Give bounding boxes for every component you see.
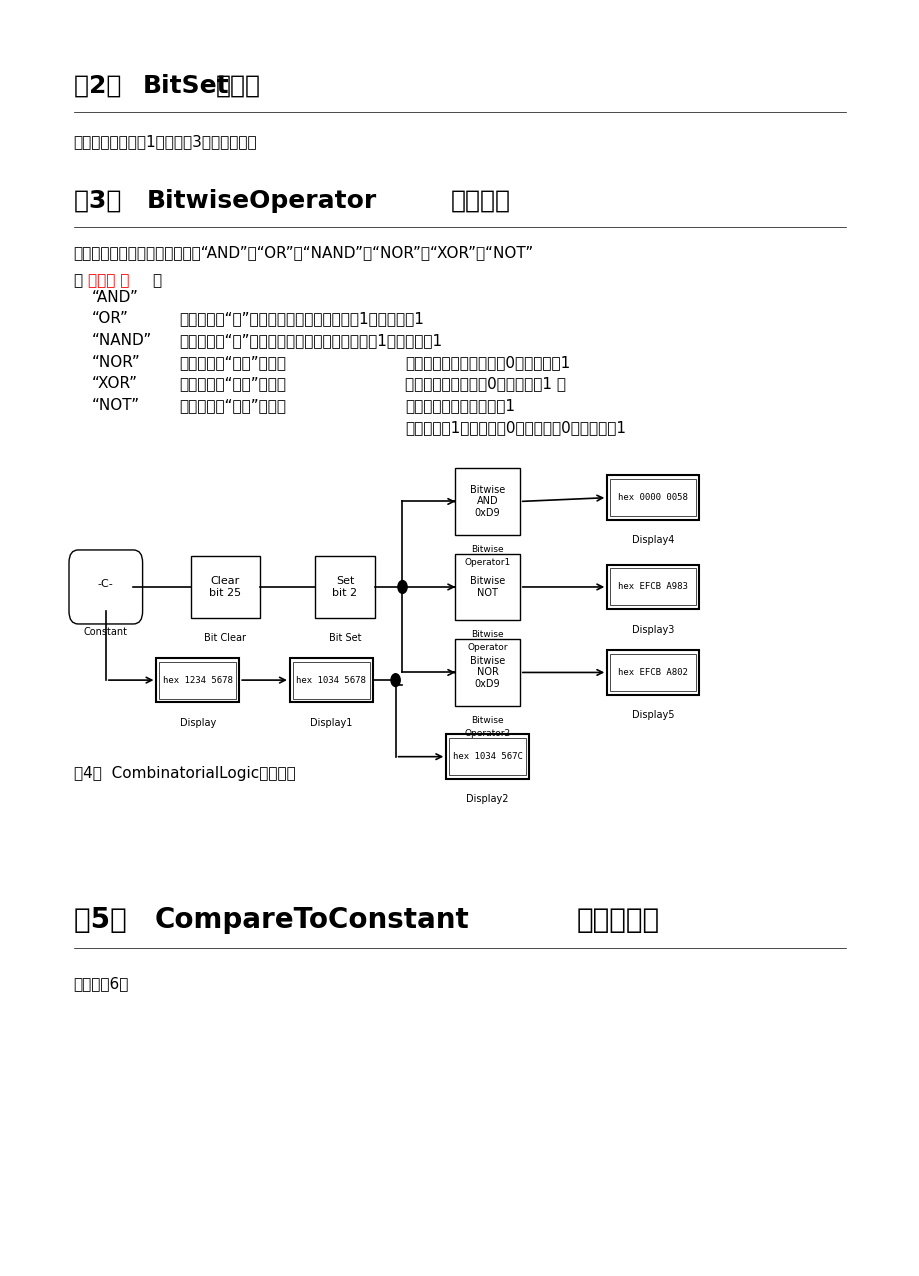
Text: Display3: Display3 <box>631 624 674 634</box>
Text: （4）  CombinatorialLogic组合逻辑: （4） CombinatorialLogic组合逻辑 <box>74 766 295 781</box>
Text: Bitwise
AND
0xD9: Bitwise AND 0xD9 <box>470 485 505 518</box>
Text: “NOT”: “NOT” <box>92 398 140 413</box>
FancyBboxPatch shape <box>609 568 696 605</box>
Text: 即两个输入只要有一个为0，则输出为1: 即两个输入只要有一个为0，则输出为1 <box>404 355 570 370</box>
Text: Set
bit 2: Set bit 2 <box>332 577 357 597</box>
Text: Clear
bit 25: Clear bit 25 <box>210 577 241 597</box>
Text: Display: Display <box>179 717 216 727</box>
Text: “NAND”: “NAND” <box>92 333 152 348</box>
Text: BitwiseOperator: BitwiseOperator <box>147 189 377 213</box>
FancyBboxPatch shape <box>455 468 519 535</box>
FancyBboxPatch shape <box>455 639 519 706</box>
FancyBboxPatch shape <box>289 658 372 702</box>
FancyBboxPatch shape <box>607 564 698 609</box>
Text: （5）: （5） <box>74 906 145 934</box>
FancyBboxPatch shape <box>609 478 696 516</box>
Text: 即两个输入都同时为0，则输出为1 即: 即两个输入都同时为0，则输出为1 即 <box>404 376 565 392</box>
Text: （2）: （2） <box>74 74 139 98</box>
Text: Bit Set: Bit Set <box>328 633 361 643</box>
FancyBboxPatch shape <box>607 651 698 694</box>
Text: 位置位: 位置位 <box>216 74 261 98</box>
FancyBboxPatch shape <box>607 475 698 521</box>
Text: “XOR”: “XOR” <box>92 376 138 392</box>
Text: 输入的数与指定的常数逐位进行“AND”、“OR”、“NAND”、“NOR”、“XOR”和“NOT”: 输入的数与指定的常数逐位进行“AND”、“OR”、“NAND”、“NOR”、“X… <box>74 245 533 260</box>
Text: 等: 等 <box>74 273 83 288</box>
Text: hex 0000 0058: hex 0000 0058 <box>618 493 687 503</box>
Text: Display5: Display5 <box>631 709 674 720</box>
Circle shape <box>391 674 400 686</box>
Text: Display2: Display2 <box>466 794 508 804</box>
Text: Bitwise: Bitwise <box>471 545 504 554</box>
Text: 请参考（6）: 请参考（6） <box>74 976 129 991</box>
Text: 输入的数指定位置1请参考（3）的示例图。: 输入的数指定位置1请参考（3）的示例图。 <box>74 134 257 149</box>
FancyBboxPatch shape <box>159 661 236 699</box>
Text: Display1: Display1 <box>310 717 352 727</box>
FancyBboxPatch shape <box>455 554 519 620</box>
Text: Bitwise: Bitwise <box>471 716 504 725</box>
Text: 。: 。 <box>152 273 161 288</box>
Text: ：逐位进行“异或”运算，: ：逐位进行“异或”运算， <box>179 398 286 413</box>
Text: Operator2: Operator2 <box>464 729 510 738</box>
FancyBboxPatch shape <box>609 655 696 692</box>
Text: hex EFCB A983: hex EFCB A983 <box>618 582 687 592</box>
Text: “NOR”: “NOR” <box>92 355 141 370</box>
Text: hex 1034 567C: hex 1034 567C <box>452 752 522 762</box>
Text: BitSet: BitSet <box>142 74 229 98</box>
Text: “AND”: “AND” <box>92 290 139 305</box>
FancyBboxPatch shape <box>446 735 528 778</box>
Text: 两个输入不同，则输出为1: 两个输入不同，则输出为1 <box>404 398 515 413</box>
Text: 和常量比较: 和常量比较 <box>576 906 659 934</box>
Text: 即如果输入1，则输出为0；如果输入0，则输出为1: 即如果输入1，则输出为0；如果输入0，则输出为1 <box>404 420 625 435</box>
Text: CompareToConstant: CompareToConstant <box>154 906 469 934</box>
Text: hex 1234 5678: hex 1234 5678 <box>163 675 233 685</box>
Text: ：逐位进行“或”运算，即两个输入只要有一个为1，则输出为1: ：逐位进行“或”运算，即两个输入只要有一个为1，则输出为1 <box>179 333 442 348</box>
Text: Operator: Operator <box>467 643 507 652</box>
Text: ：逐位进行“与”运算，即两个输入都同时为1，则输出为1: ：逐位进行“与”运算，即两个输入都同时为1，则输出为1 <box>179 311 424 327</box>
Text: -C-: -C- <box>97 579 114 590</box>
Text: hex EFCB A802: hex EFCB A802 <box>618 667 687 678</box>
Text: Operator1: Operator1 <box>464 558 510 567</box>
FancyBboxPatch shape <box>292 661 369 699</box>
Text: ：逐位进行“非与”运算，: ：逐位进行“非与”运算， <box>179 355 286 370</box>
FancyBboxPatch shape <box>191 556 259 618</box>
Text: Bit Clear: Bit Clear <box>204 633 246 643</box>
Circle shape <box>397 581 407 593</box>
Text: hex 1034 5678: hex 1034 5678 <box>296 675 366 685</box>
FancyBboxPatch shape <box>69 550 142 624</box>
Text: Bitwise: Bitwise <box>471 630 504 639</box>
Text: Constant: Constant <box>84 627 128 637</box>
Text: Display4: Display4 <box>631 536 674 545</box>
FancyBboxPatch shape <box>448 738 526 776</box>
Text: ：逐位进行“非或”运算，: ：逐位进行“非或”运算， <box>179 376 286 392</box>
Text: Bitwise
NOR
0xD9: Bitwise NOR 0xD9 <box>470 656 505 689</box>
Text: 逐位操作: 逐位操作 <box>450 189 510 213</box>
Text: Bitwise
NOT: Bitwise NOT <box>470 577 505 597</box>
Text: 算术运 算: 算术运 算 <box>88 273 130 288</box>
Text: “OR”: “OR” <box>92 311 129 327</box>
FancyBboxPatch shape <box>156 658 239 702</box>
Text: （3）: （3） <box>74 189 139 213</box>
FancyBboxPatch shape <box>314 556 375 618</box>
